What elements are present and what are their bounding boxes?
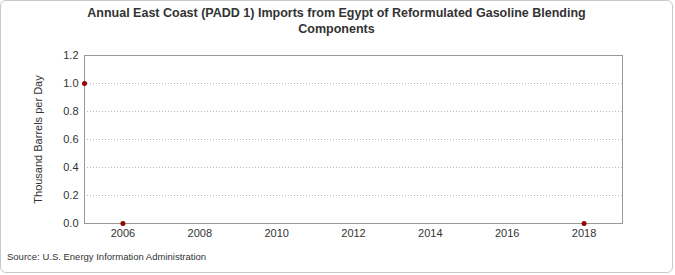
html-text:Annual East Coast (PADD 1) Imp: Annual East Coast (PADD 1) Imports from … (87, 6, 586, 36)
svg-text:2018: 2018 (572, 227, 596, 239)
svg-text:0.2: 0.2 (63, 189, 78, 201)
svg-text:2008: 2008 (188, 227, 212, 239)
svg-text:0.0: 0.0 (63, 217, 78, 229)
svg-text:2010: 2010 (264, 227, 288, 239)
svg-text:0.6: 0.6 (63, 133, 78, 145)
svg-text:1.0: 1.0 (63, 77, 78, 89)
svg-text:1.2: 1.2 (63, 49, 78, 61)
svg-text:Thousand Barrels per Day: Thousand Barrels per Day (32, 75, 44, 204)
svg-text:2006: 2006 (111, 227, 135, 239)
html-text:Source: U.S. Energy Informatio: Source: U.S. Energy Information Administ… (7, 251, 207, 262)
svg-text:2016: 2016 (495, 227, 519, 239)
svg-text:2012: 2012 (341, 227, 365, 239)
svg-text:2014: 2014 (418, 227, 442, 239)
svg-text:0.8: 0.8 (63, 105, 78, 117)
svg-text:0.4: 0.4 (63, 161, 78, 173)
